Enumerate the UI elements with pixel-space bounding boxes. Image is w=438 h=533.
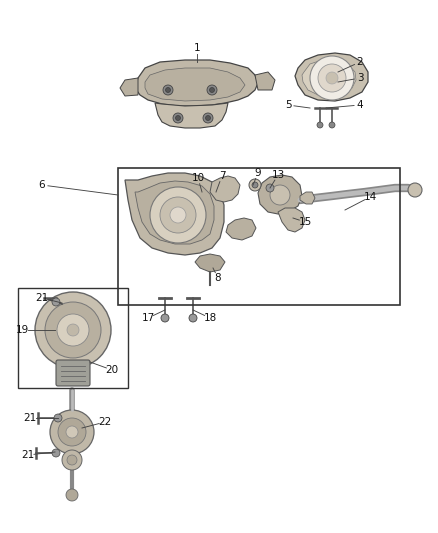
Circle shape [52,298,60,306]
Circle shape [58,418,86,446]
Text: 3: 3 [357,73,363,83]
Circle shape [207,85,217,95]
Circle shape [62,450,82,470]
Polygon shape [120,78,138,96]
Circle shape [67,455,77,465]
Text: 19: 19 [15,325,28,335]
Circle shape [329,122,335,128]
Text: 5: 5 [285,100,291,110]
Polygon shape [255,72,275,90]
Polygon shape [300,192,315,204]
Circle shape [209,87,215,93]
Text: 21: 21 [21,450,35,460]
Text: 20: 20 [106,365,119,375]
Polygon shape [155,103,228,128]
Polygon shape [302,60,356,96]
Circle shape [205,116,211,120]
Polygon shape [195,254,225,272]
Text: 15: 15 [298,217,311,227]
Text: 1: 1 [194,43,200,53]
Text: 21: 21 [35,293,49,303]
Text: 21: 21 [23,413,37,423]
Circle shape [252,182,258,188]
Text: 7: 7 [219,171,225,181]
Circle shape [270,185,290,205]
Circle shape [203,113,213,123]
Text: 17: 17 [141,313,155,323]
Circle shape [176,116,180,120]
Circle shape [166,87,170,93]
Circle shape [150,187,206,243]
Polygon shape [295,53,368,101]
Circle shape [160,197,196,233]
Circle shape [161,314,169,322]
Circle shape [310,56,354,100]
Circle shape [52,449,60,457]
Circle shape [66,426,78,438]
Polygon shape [135,60,258,106]
Polygon shape [210,176,240,202]
Circle shape [326,72,338,84]
Circle shape [66,489,78,501]
Text: 13: 13 [272,170,285,180]
Text: 18: 18 [203,313,217,323]
Text: 4: 4 [357,100,363,110]
Polygon shape [145,68,245,101]
Circle shape [163,85,173,95]
Circle shape [54,414,62,422]
Polygon shape [278,208,305,232]
Circle shape [67,324,79,336]
Text: 10: 10 [191,173,205,183]
Text: 22: 22 [99,417,112,427]
Circle shape [57,314,89,346]
Circle shape [408,183,422,197]
Polygon shape [258,175,302,214]
Polygon shape [226,218,256,240]
Polygon shape [135,181,214,244]
Circle shape [45,302,101,358]
Bar [18,288,128,388]
Circle shape [249,179,261,191]
Text: 2: 2 [357,57,363,67]
FancyBboxPatch shape [56,360,90,386]
Circle shape [170,207,186,223]
Text: 14: 14 [364,192,377,202]
Circle shape [50,410,94,454]
Circle shape [317,122,323,128]
Circle shape [173,113,183,123]
Text: 6: 6 [39,180,45,190]
Circle shape [318,64,346,92]
Text: 9: 9 [254,168,261,178]
Polygon shape [125,173,224,255]
Circle shape [189,314,197,322]
Text: 8: 8 [215,273,221,283]
Bar [118,168,400,305]
Circle shape [35,292,111,368]
Circle shape [266,184,274,192]
